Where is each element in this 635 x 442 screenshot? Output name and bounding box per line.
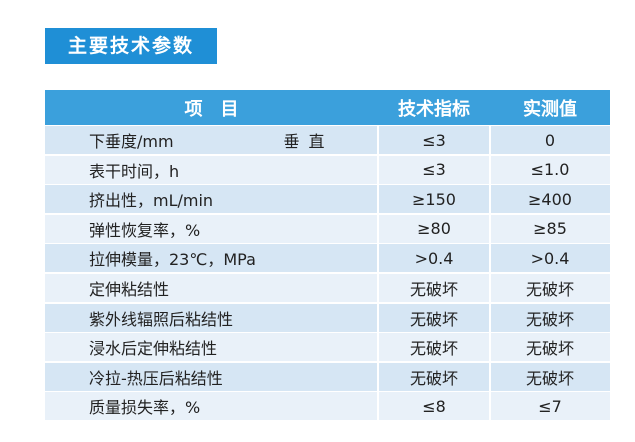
spec-cell: 无破坏 (409, 368, 458, 388)
spec-cell: 无破坏 (409, 339, 458, 359)
item-cell: 质量损失率，% (89, 398, 201, 418)
item-cell: 下垂度/mm (89, 132, 174, 152)
item-cell: 浸水后定伸粘结性 (89, 339, 218, 359)
measured-cell: 无破坏 (525, 309, 574, 329)
divider (377, 362, 379, 391)
header-row: 项 目 技术指标 实测值 (45, 90, 610, 125)
measured-cell: ≥85 (533, 219, 567, 239)
table-row: 浸水后定伸粘结性 无破坏 无破坏 (45, 333, 610, 362)
spec-cell: 无破坏 (409, 280, 458, 300)
divider (377, 185, 379, 214)
spec-cell: ≥150 (412, 189, 456, 209)
item-cell: 表干时间，h (89, 161, 180, 181)
measured-cell: ≤1.0 (530, 160, 570, 180)
measured-cell: 无破坏 (525, 368, 574, 388)
divider (377, 392, 379, 421)
divider (489, 333, 491, 362)
table-row: 质量损失率，% ≤8 ≤7 (45, 392, 610, 421)
item-cell: 紫外线辐照后粘结性 (89, 309, 234, 329)
measured-cell: 0 (544, 130, 556, 150)
divider (377, 214, 379, 243)
spec-cell: 无破坏 (409, 309, 458, 329)
section-title: 主要技术参数 (45, 28, 217, 64)
table-row: 紫外线辐照后粘结性 无破坏 无破坏 (45, 303, 610, 332)
table-row: 挤出性，mL/min ≥150 ≥400 (45, 185, 610, 214)
measured-cell: ≥400 (528, 189, 572, 209)
table-row: 定伸粘结性 无破坏 无破坏 (45, 274, 610, 303)
divider (489, 155, 491, 184)
divider (377, 155, 379, 184)
measured-cell: >0.4 (530, 248, 570, 268)
spec-cell: ≤8 (422, 396, 446, 416)
item-cell: 弹性恢复率，% (89, 220, 201, 240)
table-row: 冷拉-热压后粘结性 无破坏 无破坏 (45, 362, 610, 391)
divider (489, 126, 491, 155)
table-row: 下垂度/mm 垂 直 ≤3 0 (45, 126, 610, 155)
divider (377, 244, 379, 273)
header-cell: 项 目 (184, 98, 239, 120)
table-row: 表干时间，h ≤3 ≤1.0 (45, 155, 610, 184)
divider (377, 274, 379, 303)
measured-cell: 无破坏 (525, 280, 574, 300)
spec-cell: >0.4 (414, 248, 454, 268)
header-cell: 实测值 (523, 98, 577, 120)
spec-cell: ≤3 (422, 130, 446, 150)
item-cell: 挤出性，mL/min (89, 191, 214, 211)
divider (489, 244, 491, 273)
spec-cell: ≥80 (417, 219, 451, 239)
divider (377, 126, 379, 155)
table-row: 拉伸模量，23℃，MPa >0.4 >0.4 (45, 244, 610, 273)
divider (489, 362, 491, 391)
item-cell: 冷拉-热压后粘结性 (89, 368, 223, 388)
item-cell: 定伸粘结性 (89, 280, 170, 300)
divider (489, 274, 491, 303)
divider (489, 214, 491, 243)
header-cell: 技术指标 (398, 98, 470, 120)
item-cell: 拉伸模量，23℃，MPa (89, 250, 256, 270)
divider (489, 185, 491, 214)
divider (489, 303, 491, 332)
divider (377, 303, 379, 332)
divider (377, 333, 379, 362)
table-row: 弹性恢复率，% ≥80 ≥85 (45, 214, 610, 243)
measured-cell: 无破坏 (525, 339, 574, 359)
spec-cell: ≤3 (422, 160, 446, 180)
divider (489, 392, 491, 421)
sub-cell: 垂 直 (283, 132, 327, 152)
measured-cell: ≤7 (538, 396, 562, 416)
